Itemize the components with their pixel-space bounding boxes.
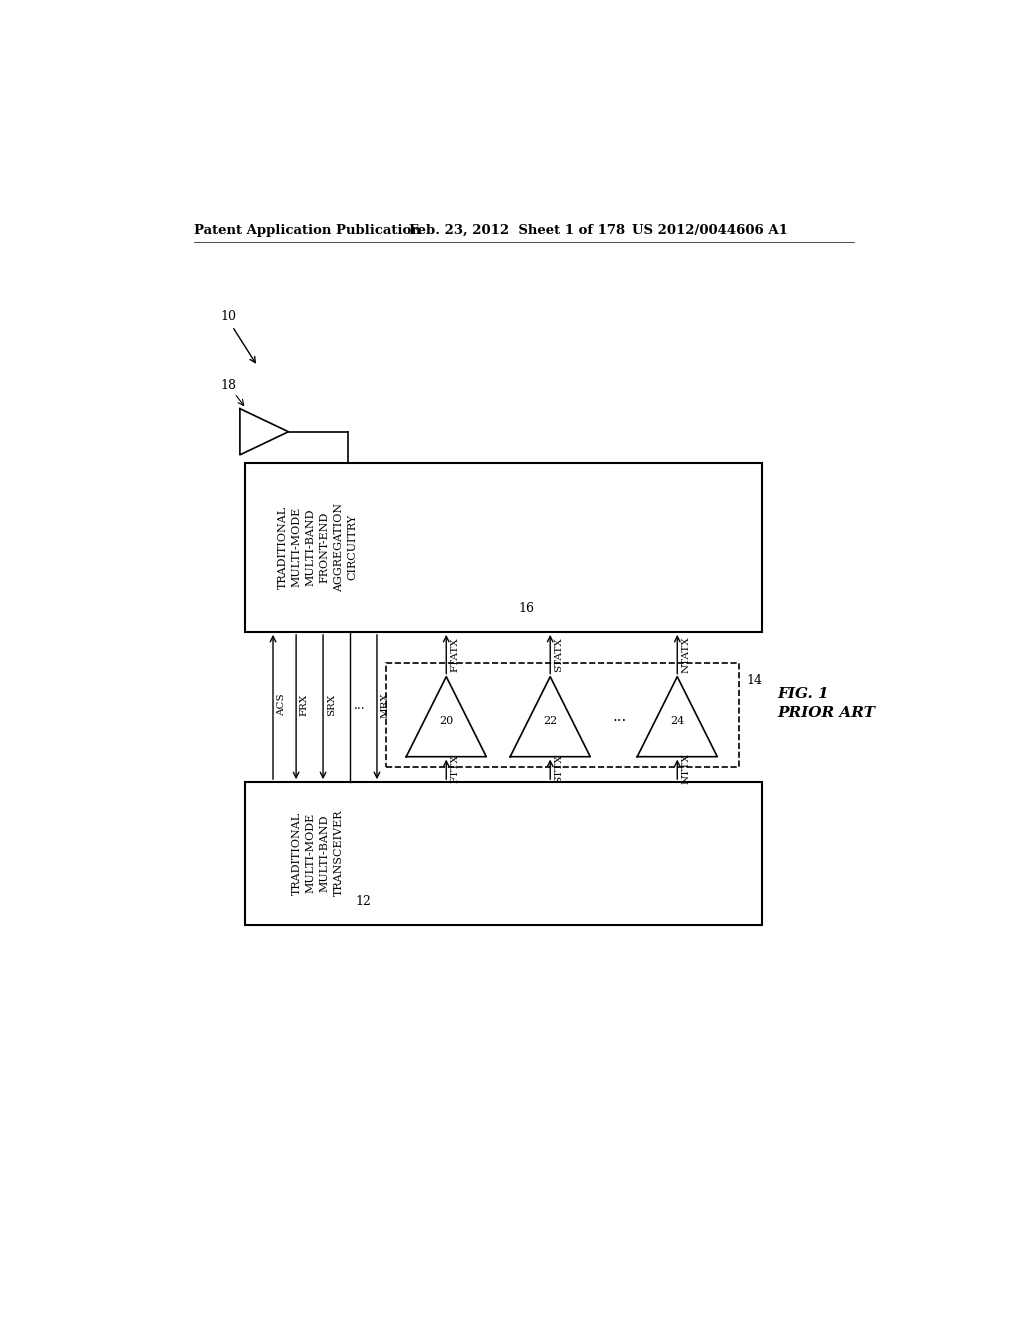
- Text: FRX: FRX: [300, 694, 309, 717]
- Text: NTTX: NTTX: [681, 754, 690, 784]
- Text: FTATX: FTATX: [451, 638, 459, 672]
- Text: 20: 20: [439, 715, 454, 726]
- Text: Feb. 23, 2012  Sheet 1 of 178: Feb. 23, 2012 Sheet 1 of 178: [410, 223, 626, 236]
- Text: TRADITIONAL
MULTI-MODE
MULTI-BAND
TRANSCEIVER: TRADITIONAL MULTI-MODE MULTI-BAND TRANSC…: [292, 809, 344, 896]
- Text: SRX: SRX: [327, 694, 336, 717]
- Text: PRIOR ART: PRIOR ART: [777, 706, 876, 719]
- Text: MRX: MRX: [381, 692, 390, 718]
- Text: 14: 14: [746, 675, 763, 688]
- Text: ACS: ACS: [276, 694, 286, 717]
- Bar: [245, 781, 762, 924]
- Text: 10: 10: [220, 310, 237, 323]
- Bar: [386, 663, 739, 767]
- Text: STTX: STTX: [554, 755, 563, 783]
- Text: 12: 12: [356, 895, 372, 908]
- Text: 22: 22: [543, 715, 557, 726]
- Bar: [245, 462, 762, 632]
- Text: ...: ...: [612, 710, 627, 723]
- Text: US 2012/0044606 A1: US 2012/0044606 A1: [632, 223, 787, 236]
- Text: FTTX: FTTX: [451, 755, 459, 783]
- Text: NTATX: NTATX: [681, 636, 690, 673]
- Text: 18: 18: [220, 379, 237, 392]
- Text: FIG. 1: FIG. 1: [777, 686, 829, 701]
- Text: ...: ...: [354, 698, 366, 711]
- Text: Patent Application Publication: Patent Application Publication: [195, 223, 421, 236]
- Text: 24: 24: [670, 715, 684, 726]
- Text: TRADITIONAL
MULTI-MODE
MULTI-BAND
FRONT-END
AGGREGATION
CIRCUITRY: TRADITIONAL MULTI-MODE MULTI-BAND FRONT-…: [278, 503, 357, 591]
- Text: 16: 16: [518, 602, 535, 615]
- Text: STATX: STATX: [554, 638, 563, 672]
